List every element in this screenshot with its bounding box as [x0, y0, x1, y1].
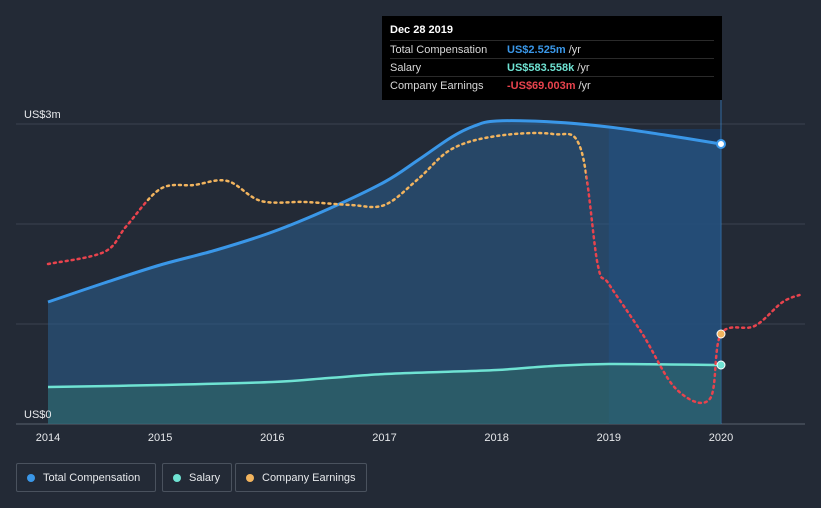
tooltip-date: Dec 28 2019: [390, 24, 453, 36]
legend-dot-icon: [173, 473, 181, 482]
y-tick-label: US$3m: [24, 109, 61, 121]
x-tick-label: 2020: [709, 432, 733, 444]
tooltip-value: US$2.525m: [507, 43, 566, 56]
x-tick-label: 2017: [372, 432, 396, 444]
total-compensation-area: [48, 120, 721, 425]
x-tick-label: 2014: [36, 432, 60, 444]
salary-area: [48, 363, 721, 424]
tooltip-label: Company Earnings: [390, 79, 484, 92]
tooltip-row-company-earnings: Company Earnings -US$69.003m /yr: [390, 76, 714, 94]
company-earnings-marker: [716, 329, 726, 339]
salary-line: [47, 362, 722, 389]
total-compensation-line: [47, 119, 722, 304]
tooltip-unit: /yr: [577, 61, 590, 74]
legend-item-company-earnings[interactable]: Company Earnings: [235, 463, 367, 492]
legend-dot-icon: [27, 473, 35, 482]
legend-label: Total Compensation: [43, 471, 141, 484]
area-fills: [48, 120, 721, 425]
hover-markers: [716, 139, 726, 370]
y-tick-label: US$0: [24, 409, 52, 421]
x-tick-label: 2019: [597, 432, 621, 444]
tooltip-unit: /yr: [568, 43, 581, 56]
legend-dot-icon: [246, 473, 254, 482]
salary-marker: [716, 360, 726, 370]
tooltip-row-salary: Salary US$583.558k /yr: [390, 58, 714, 76]
x-tick-label: 2016: [260, 432, 284, 444]
data-tooltip: Dec 28 2019 Total Compensation US$2.525m…: [382, 16, 722, 100]
total-compensation-marker: [716, 139, 726, 149]
legend-label: Company Earnings: [262, 471, 356, 484]
series-lines: [46, 119, 805, 405]
x-tick-label: 2015: [148, 432, 172, 444]
tooltip-value: US$583.558k: [507, 61, 575, 74]
legend-item-total-compensation[interactable]: Total Compensation: [16, 463, 156, 492]
tooltip-label: Total Compensation: [390, 43, 488, 56]
tooltip-unit: /yr: [578, 79, 591, 92]
x-axis-labels: 2014 2015 2016 2017 2018 2019 2020: [36, 432, 733, 444]
legend-item-salary[interactable]: Salary: [162, 463, 232, 492]
company-earnings-line-positive: [146, 131, 587, 209]
tooltip-label: Salary: [390, 61, 422, 74]
legend-label: Salary: [189, 471, 221, 484]
tooltip-value: -US$69.003m: [507, 79, 576, 92]
x-tick-label: 2018: [484, 432, 508, 444]
y-axis-labels: US$3m US$0: [24, 109, 61, 421]
tooltip-row-total-compensation: Total Compensation US$2.525m /yr: [390, 40, 714, 58]
